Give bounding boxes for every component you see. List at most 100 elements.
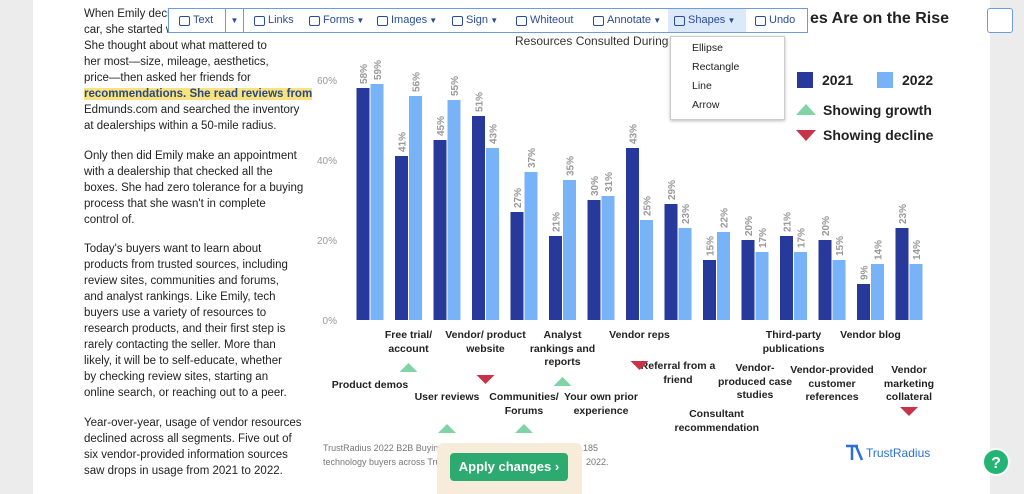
toolbar-button[interactable]: Undo (749, 9, 806, 32)
bar (472, 116, 485, 320)
value-label: 17% (758, 228, 769, 248)
toolbar-button[interactable]: Annotate ▼ (587, 9, 665, 32)
value-label: 41% (398, 132, 409, 152)
toolbar-button[interactable]: Text (173, 9, 223, 32)
value-label: 58% (359, 64, 370, 84)
value-label: 29% (667, 180, 678, 200)
toolbar-button[interactable]: Whiteout (510, 9, 583, 32)
toolbar-button[interactable]: Links (248, 9, 300, 32)
bar (626, 148, 639, 320)
trend-marker (476, 375, 495, 384)
bar (510, 212, 524, 320)
text-dropdown[interactable]: ▼ (225, 9, 244, 32)
help-button[interactable]: ? (982, 448, 1010, 476)
value-label: 51% (475, 92, 486, 112)
bar (601, 196, 615, 320)
text-line: rarely contacting the seller. More than (84, 339, 276, 351)
icon (755, 16, 766, 26)
text-line: at dealerships within a 50-mile radius. (84, 120, 277, 132)
logo-mark (846, 444, 864, 461)
bar (678, 228, 692, 320)
icon-button[interactable] (987, 8, 1013, 33)
legend-marker (796, 104, 816, 115)
bar (871, 264, 884, 320)
caret: ▼ (725, 16, 736, 25)
toolbar-button[interactable]: Sign ▼ (446, 9, 506, 32)
value-label: 55% (450, 76, 461, 96)
source-note: 2022. (586, 457, 609, 467)
x-tick-label: Vendor-produced case studies (717, 362, 793, 401)
x-tick-label: Communities/ Forums (489, 391, 559, 417)
bar (356, 88, 370, 320)
bar (780, 236, 793, 320)
y-tick-label: 60% (317, 76, 337, 87)
bar (370, 84, 384, 320)
value-label: 30% (590, 176, 601, 196)
icon (309, 16, 320, 26)
bar (818, 240, 832, 320)
chart-subtitle: Resources Consulted During th (515, 34, 682, 48)
bar (587, 200, 601, 320)
toolbar-button[interactable]: Forms ▼ (303, 9, 367, 32)
text-line: Only then did Emily make an appointment (84, 150, 297, 162)
caret: ▼ (488, 16, 499, 25)
value-label: 15% (706, 236, 717, 256)
value-label: 23% (681, 204, 692, 224)
bar (703, 260, 716, 320)
bar (549, 236, 562, 320)
text-line: declined across all segments. Five out o… (84, 433, 292, 445)
text-line: She thought about what mattered to (84, 40, 267, 52)
text-line: and analyst rankings. Like Emily, tech (84, 291, 276, 303)
bar (741, 240, 755, 320)
toolbar-button[interactable]: Images ▼ (371, 9, 442, 32)
icon (254, 16, 265, 26)
x-tick-label: Free trial/ account (384, 329, 433, 355)
text-line: her most—size, mileage, aesthetics, (84, 56, 269, 68)
legend-swatch (797, 72, 813, 88)
menu-item[interactable]: Line (692, 80, 712, 92)
x-tick-label: Third-party publications (762, 329, 825, 355)
value-label: 37% (527, 148, 538, 168)
menu-item[interactable]: Ellipse (692, 42, 723, 54)
trend-marker (515, 424, 533, 433)
x-tick-label: Your own prior experience (564, 391, 638, 417)
x-tick-label: Vendor reps (609, 329, 670, 341)
bar (409, 96, 422, 320)
icon (516, 16, 527, 26)
value-label: 20% (821, 216, 832, 236)
text-line: products from trusted sources, including (84, 259, 288, 271)
x-tick-label: Vendor blog (840, 329, 901, 341)
text-line: saw drops in usage from 2021 to 2022. (84, 465, 283, 477)
x-tick-label: Referral from a friend (640, 360, 716, 386)
x-tick-label: Analyst rankings and reports (529, 329, 596, 368)
value-label: 27% (513, 188, 524, 208)
x-tick-label: Vendor-provided customer references (790, 364, 874, 403)
value-label: 15% (835, 236, 846, 256)
legend-swatch (877, 72, 893, 88)
trend-marker (399, 363, 418, 372)
legend-label: Showing growth (823, 102, 932, 118)
trend-marker (553, 377, 572, 386)
menu-item[interactable]: Arrow (692, 99, 720, 111)
value-label: 43% (629, 124, 640, 144)
value-label: 21% (552, 212, 563, 232)
bar (664, 204, 678, 320)
chart-title: es Are on the Rise (810, 10, 949, 27)
value-label: 35% (566, 156, 577, 176)
text-line: process that she wasn't in complete (84, 198, 266, 210)
value-label: 14% (874, 240, 885, 260)
toolbar-button[interactable]: Shapes ▼ (668, 9, 746, 32)
value-label: 59% (373, 60, 384, 80)
text-line: six vendor-provided information sources (84, 449, 288, 461)
text-line: online search, or reaching out to a peer… (84, 387, 287, 399)
logo: TrustRadius (866, 446, 930, 460)
apply-button[interactable]: Apply changes › (450, 453, 568, 481)
shapes-menu (670, 36, 785, 120)
text-line: price—then asked her friends for (84, 72, 251, 84)
legend-label: Showing decline (823, 127, 934, 143)
bar (909, 264, 923, 320)
bar (433, 140, 447, 320)
menu-item[interactable]: Rectangle (692, 61, 740, 73)
icon (179, 16, 190, 26)
